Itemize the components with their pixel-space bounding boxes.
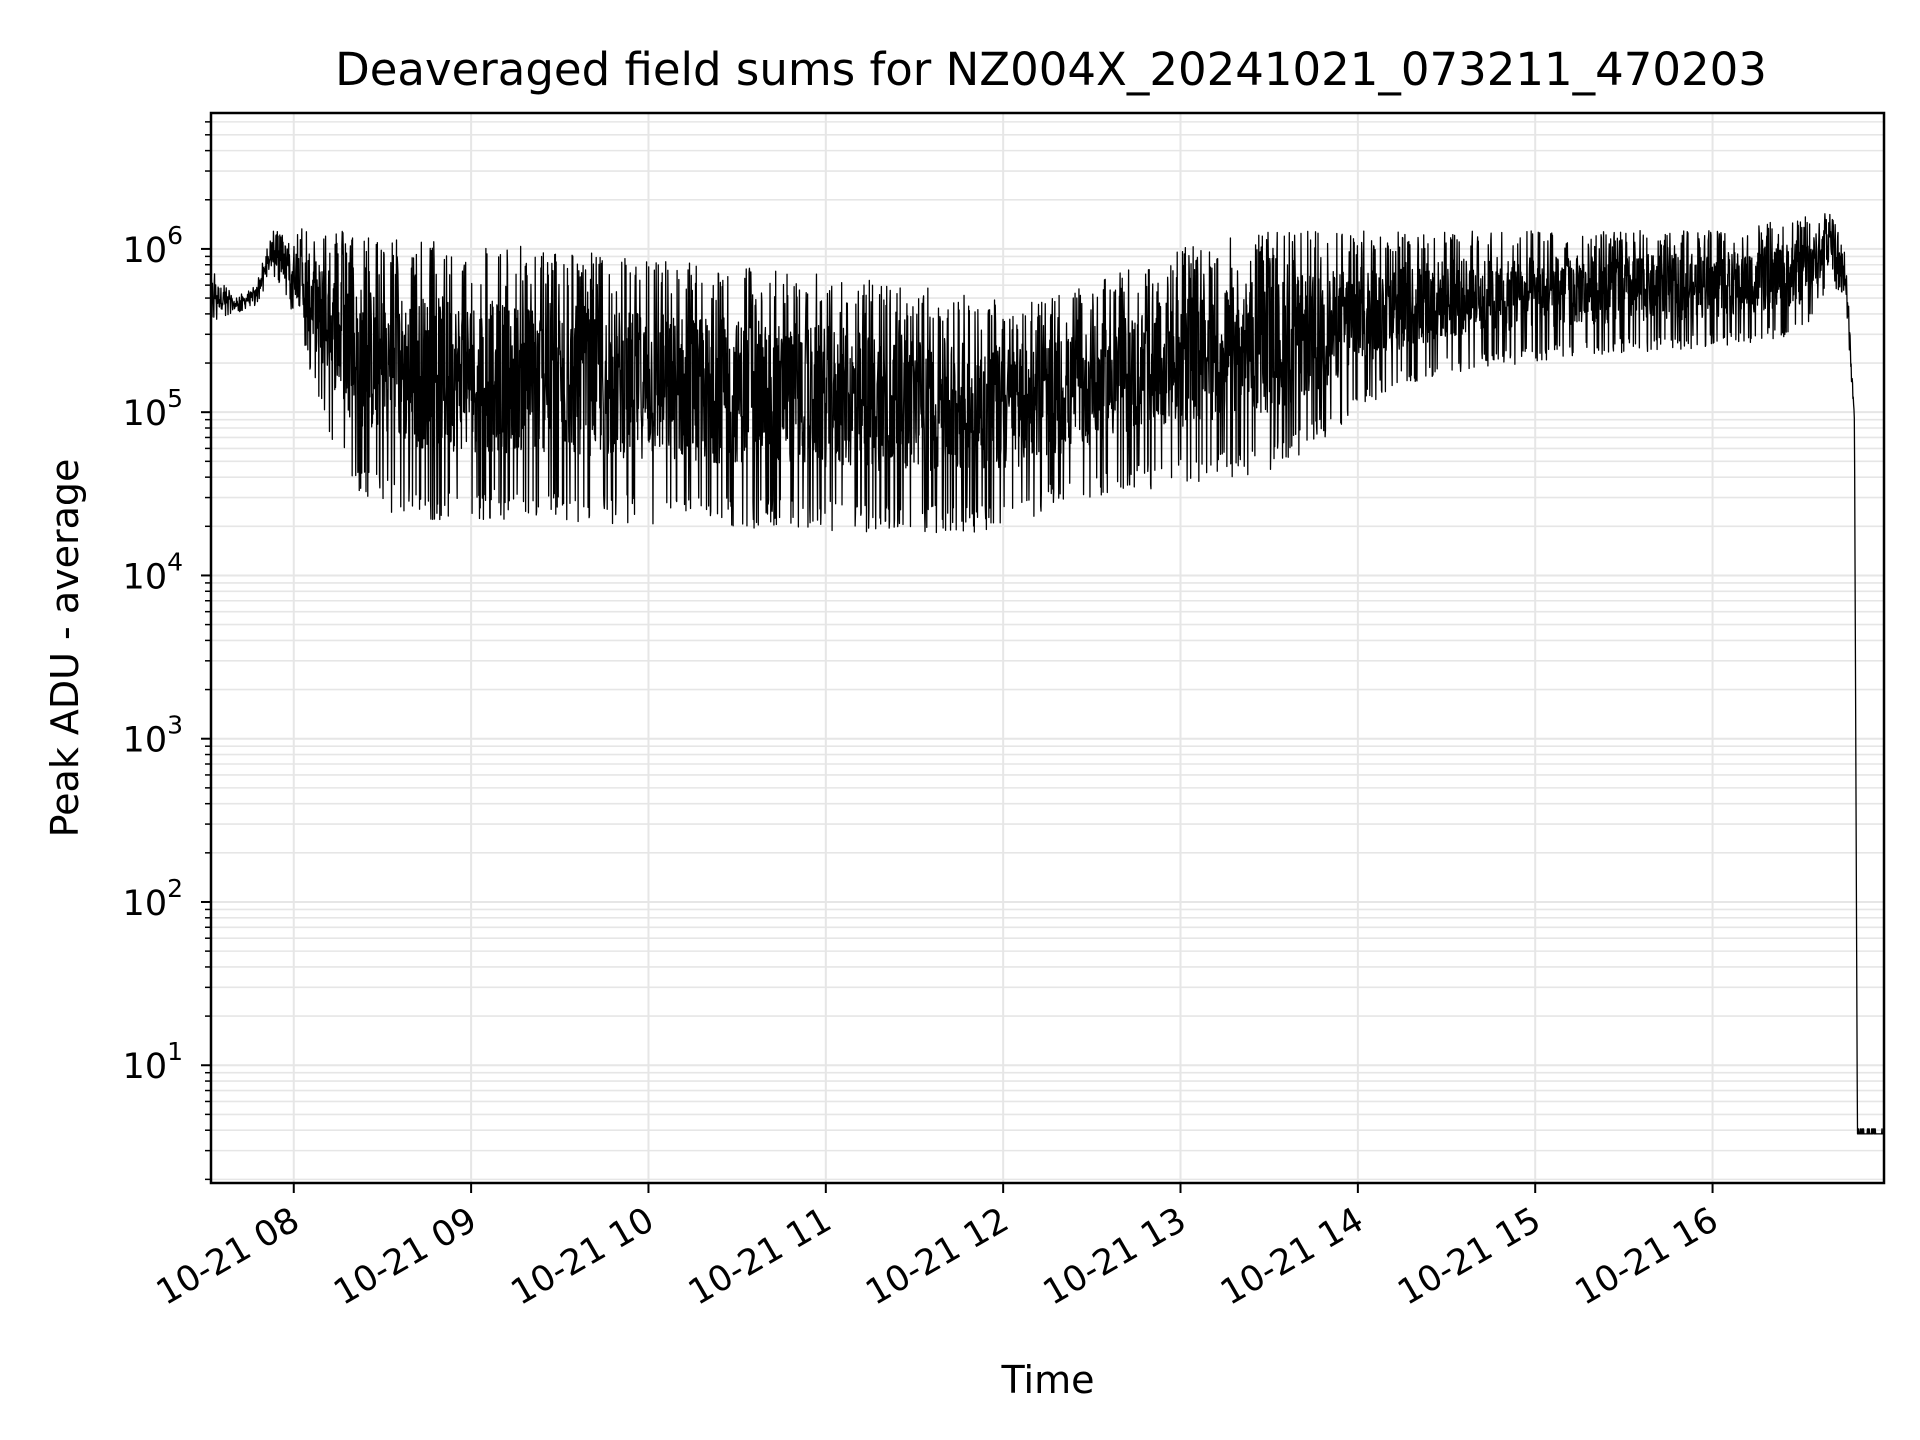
- y-tick-label: 104: [123, 547, 183, 597]
- y-tick-label: 105: [123, 384, 183, 434]
- x-tick-label: 10-21 08: [150, 1200, 306, 1313]
- x-tick-label: 10-21 14: [1214, 1200, 1370, 1313]
- series-trace: [210, 213, 1885, 1135]
- x-tick-label: 10-21 15: [1391, 1200, 1547, 1313]
- x-axis-label: Time: [1001, 1358, 1095, 1402]
- x-tick-label: 10-21 11: [682, 1200, 838, 1313]
- y-tick-label: 106: [123, 221, 183, 271]
- x-tick-label: 10-21 13: [1037, 1200, 1193, 1313]
- x-tick-label: 10-21 16: [1569, 1200, 1725, 1313]
- series-line: [210, 213, 1885, 1135]
- x-axis: 10-21 08 10-21 09 10-21 10 10-21 11 10-21 12…: [150, 1183, 1725, 1313]
- plot-frame: [209, 111, 1886, 1185]
- y-tick-label: 101: [123, 1037, 183, 1087]
- chart-title: Deaveraged field sums for NZ004X_2024102…: [335, 43, 1767, 96]
- y-axis-label: Peak ADU - average: [43, 459, 87, 838]
- x-tick-label: 10-21 10: [505, 1200, 661, 1313]
- y-axis: 101 102 103 104 105 106: [123, 121, 211, 1181]
- x-tick-label: 10-21 12: [859, 1200, 1015, 1313]
- x-tick-label: 10-21 09: [327, 1200, 483, 1313]
- y-tick-label: 102: [123, 874, 183, 924]
- y-tick-label: 103: [123, 711, 183, 761]
